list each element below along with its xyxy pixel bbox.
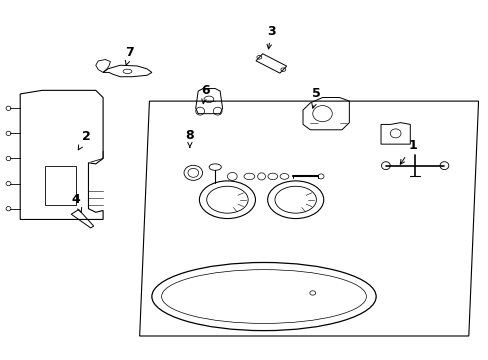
Text: 7: 7 (125, 46, 134, 65)
Text: 8: 8 (185, 129, 194, 147)
Text: 4: 4 (72, 193, 81, 212)
Text: 1: 1 (400, 139, 416, 164)
Text: 2: 2 (78, 130, 90, 150)
Text: 6: 6 (201, 84, 209, 104)
Text: 5: 5 (311, 87, 321, 108)
Text: 3: 3 (266, 25, 275, 49)
